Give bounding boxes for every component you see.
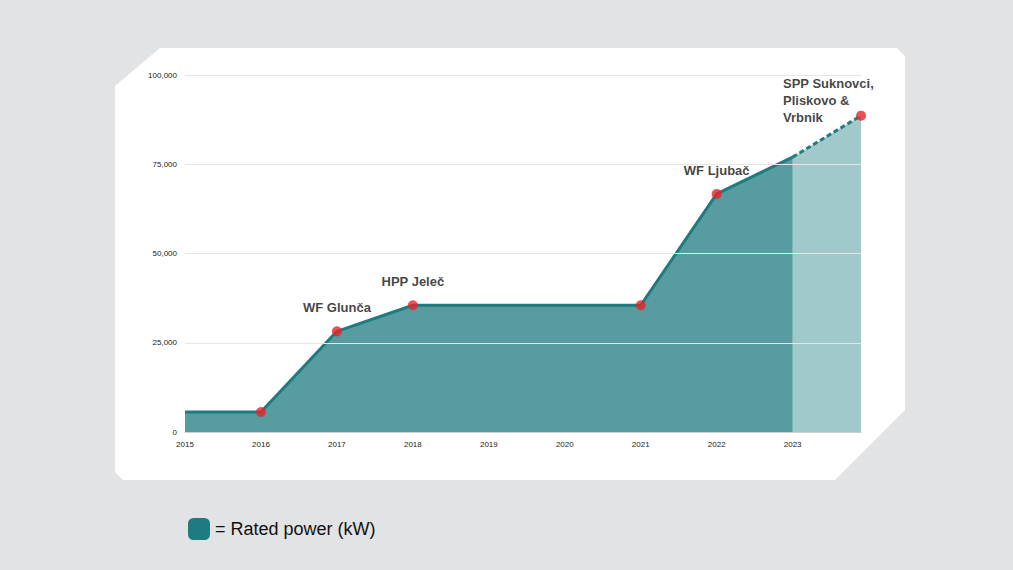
- svg-text:2018: 2018: [404, 440, 422, 449]
- svg-text:HPP Jeleč: HPP Jeleč: [382, 274, 445, 289]
- svg-text:0: 0: [173, 428, 178, 437]
- svg-text:2022: 2022: [708, 440, 726, 449]
- svg-text:2020: 2020: [556, 440, 574, 449]
- svg-text:2019: 2019: [480, 440, 498, 449]
- svg-text:SPP Suknovci,: SPP Suknovci,: [783, 76, 874, 91]
- svg-text:2017: 2017: [328, 440, 346, 449]
- svg-text:50,000: 50,000: [153, 249, 178, 258]
- svg-text:2021: 2021: [632, 440, 650, 449]
- svg-text:25,000: 25,000: [153, 338, 178, 347]
- svg-text:Pliskovo &: Pliskovo &: [783, 93, 849, 108]
- svg-text:= Rated power (kW): = Rated power (kW): [215, 519, 376, 539]
- svg-text:2023: 2023: [784, 440, 802, 449]
- svg-text:WF Ljubač: WF Ljubač: [684, 163, 750, 178]
- svg-text:2015: 2015: [176, 440, 194, 449]
- svg-text:75,000: 75,000: [153, 160, 178, 169]
- svg-text:Vrbnik: Vrbnik: [783, 110, 824, 125]
- svg-text:100,000: 100,000: [148, 71, 177, 80]
- svg-text:2016: 2016: [252, 440, 270, 449]
- svg-text:WF Glunča: WF Glunča: [303, 300, 372, 315]
